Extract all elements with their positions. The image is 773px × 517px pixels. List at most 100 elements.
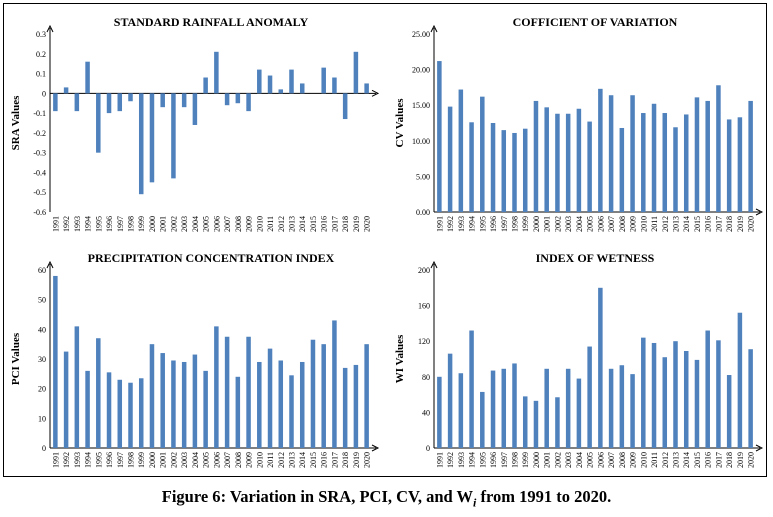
x-tick-label: 2013	[672, 452, 681, 468]
x-tick-label: 1999	[521, 452, 530, 468]
x-tick-label: 1994	[84, 452, 93, 468]
x-tick-label: 2011	[650, 452, 659, 468]
x-tick-label: 2015	[309, 216, 318, 232]
y-tick-label: 50	[38, 296, 46, 305]
bar-2019	[737, 117, 743, 212]
bar-2009	[246, 336, 251, 448]
x-tick-label: 1991	[51, 216, 60, 232]
bar-2016	[321, 344, 326, 448]
x-axis-arrow	[755, 444, 764, 452]
bar-2002	[171, 93, 176, 179]
x-tick-label: 2004	[191, 216, 200, 232]
bar-1993	[74, 93, 80, 112]
x-tick-label: 1999	[137, 452, 146, 468]
x-tick-label: 2008	[618, 216, 627, 232]
bar-1999	[522, 128, 528, 212]
bar-2014	[299, 361, 305, 448]
x-tick-label: 2012	[277, 452, 286, 468]
bar-2004	[576, 108, 582, 212]
bar-1993	[458, 89, 464, 212]
x-tick-label: 1997	[116, 216, 125, 232]
x-tick-label: 2005	[586, 452, 595, 468]
x-tick-label: 1996	[489, 216, 498, 232]
bar-2019	[353, 364, 359, 448]
y-tick-label: 160	[418, 302, 430, 311]
x-tick-label: 2019	[352, 452, 361, 468]
x-tick-label: 2004	[575, 452, 584, 468]
bar-2020	[364, 83, 369, 94]
y-tick-label: -0.3	[33, 149, 46, 158]
y-tick-label: 200	[418, 266, 430, 275]
x-tick-label: 2012	[661, 216, 670, 232]
bar-2004	[192, 93, 198, 125]
bar-1995	[480, 391, 485, 448]
bar-2018	[342, 93, 348, 120]
y-tick-label: 0.3	[36, 30, 46, 39]
x-tick-label: 2002	[169, 216, 178, 232]
bar-2001	[160, 93, 165, 108]
x-tick-label: 2019	[736, 452, 745, 468]
bar-2007	[224, 93, 230, 106]
bar-2007	[608, 368, 614, 448]
x-tick-label: 2020	[363, 452, 372, 468]
caption-text: : Variation in SRA, PCI, CV, and W	[220, 487, 474, 506]
bar-2017	[716, 85, 721, 212]
x-tick-label: 2000	[148, 216, 157, 232]
bar-1996	[106, 93, 112, 114]
x-tick-label: 1992	[446, 452, 455, 468]
x-tick-label: 2015	[309, 452, 318, 468]
bar-2000	[533, 400, 539, 448]
x-tick-label: 2010	[255, 452, 264, 468]
bar-2012	[278, 89, 284, 94]
x-tick-label: 2005	[202, 452, 211, 468]
x-tick-label: 1996	[105, 452, 114, 468]
bar-2016	[705, 100, 710, 212]
x-tick-label: 2004	[191, 452, 200, 468]
bar-1997	[117, 379, 123, 448]
bar-1991	[437, 376, 442, 448]
x-tick-label: 2006	[596, 216, 605, 232]
x-tick-label: 1998	[511, 452, 520, 468]
bar-2014	[299, 83, 305, 94]
y-tick-label: 0.00	[416, 208, 430, 217]
y-tick-label: -0.1	[33, 109, 46, 118]
x-tick-label: 2018	[341, 452, 350, 468]
x-tick-label: 1995	[478, 452, 487, 468]
x-tick-label: 2002	[553, 452, 562, 468]
x-tick-label: 2003	[180, 216, 189, 232]
x-tick-label: 2001	[543, 216, 552, 232]
x-tick-label: 2018	[725, 216, 734, 232]
bar-2005	[587, 121, 592, 212]
bar-1998	[512, 363, 517, 448]
bar-1998	[128, 93, 133, 102]
bar-2006	[598, 88, 603, 212]
bar-2001	[544, 368, 549, 448]
x-tick-label: 2016	[320, 452, 329, 468]
y-tick-label: 80	[422, 373, 430, 382]
bar-2016	[705, 330, 710, 448]
x-axis-arrow	[371, 444, 380, 452]
bar-2003	[565, 368, 571, 448]
bar-2013	[673, 341, 678, 448]
bar-2006	[214, 326, 219, 448]
caption-subscript: i	[473, 495, 477, 510]
y-tick-label: 0.1	[36, 70, 46, 79]
y-axis-label: WI Values	[394, 334, 406, 383]
y-tick-label: 25.00	[412, 30, 430, 39]
y-tick-label: 0	[42, 444, 46, 453]
x-tick-label: 1995	[94, 216, 103, 232]
x-tick-label: 1993	[73, 452, 82, 468]
bar-1998	[128, 382, 133, 448]
bar-1999	[138, 378, 144, 448]
y-tick-label: 20.00	[412, 66, 430, 75]
x-tick-label: 2009	[245, 452, 254, 468]
bar-2020	[364, 344, 369, 448]
bar-2018	[342, 367, 348, 448]
x-tick-label: 2017	[330, 452, 339, 468]
bar-2006	[598, 287, 603, 448]
bar-2002	[555, 397, 560, 448]
x-tick-label: 2001	[159, 216, 168, 232]
x-tick-label: 2008	[234, 216, 243, 232]
x-tick-label: 1996	[489, 452, 498, 468]
